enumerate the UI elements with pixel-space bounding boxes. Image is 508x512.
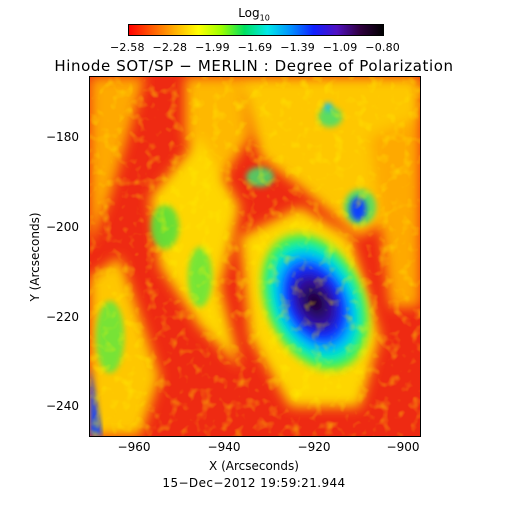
y-tick: −220 [46, 310, 79, 324]
colorbar-label-base: Log [238, 6, 260, 20]
x-axis-label: X (Arcseconds) [209, 459, 299, 473]
colorbar-ticks: −2.58 −2.28 −1.99 −1.69 −1.39 −1.09 −0.8… [110, 41, 400, 54]
colorbar-label-subscript: 10 [259, 13, 270, 23]
x-tick: −940 [207, 440, 241, 454]
timestamp: 15−Dec−2012 19:59:21.944 [162, 476, 346, 490]
y-axis-label: Y (Arcseconds) [28, 212, 42, 302]
y-tick: −200 [46, 220, 79, 234]
x-tick: −900 [386, 440, 420, 454]
x-tick: −920 [297, 440, 331, 454]
colorbar-tick: −1.99 [195, 41, 230, 54]
polarization-map [89, 76, 421, 437]
colorbar-label: Log10 [0, 6, 508, 22]
colorbar-tick: −1.09 [322, 41, 358, 54]
colorbar-tick: −1.69 [237, 41, 273, 54]
y-tick: −180 [46, 130, 79, 144]
plot-title: Hinode SOT/SP − MERLIN : Degree of Polar… [54, 57, 454, 75]
colorbar-tick: −0.80 [365, 41, 400, 54]
polarization-map-image [90, 77, 420, 436]
x-tick: −960 [117, 440, 151, 454]
colorbar-tick: −2.58 [110, 41, 145, 54]
colorbar [128, 24, 384, 36]
y-tick: −240 [46, 399, 79, 413]
colorbar-tick: −1.39 [280, 41, 315, 54]
colorbar-tick: −2.28 [152, 41, 188, 54]
